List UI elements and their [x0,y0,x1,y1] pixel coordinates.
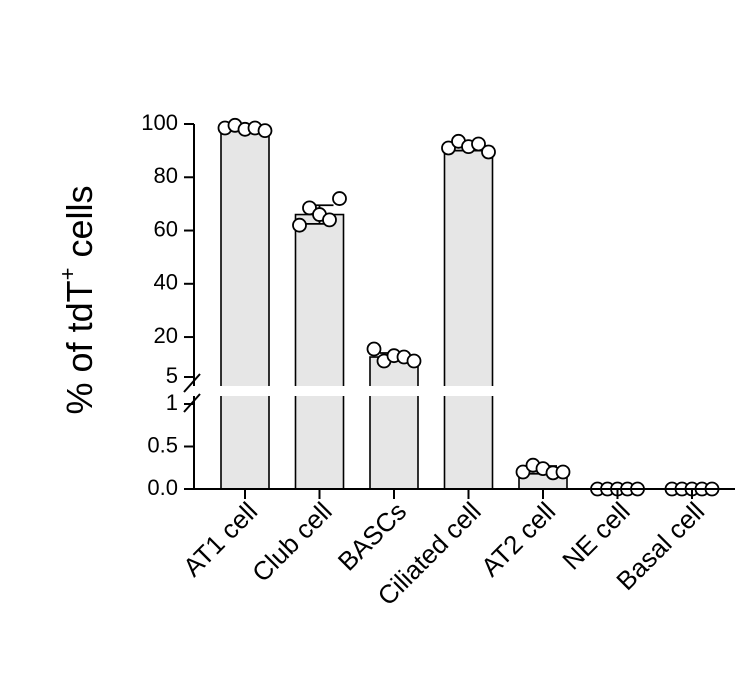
y-tick-label: 0.5 [147,432,178,457]
category-label: Club cell [246,496,338,588]
data-point [302,200,317,216]
y-tick-label: 0.0 [147,475,178,500]
data-point [292,217,307,233]
data-point [471,136,486,152]
bar [369,356,419,490]
y-tick-label: 60 [154,216,178,241]
data-point [555,464,571,480]
y-ticks-layer: 100 80 60 40 20 51 0.5 0.0 [141,110,194,500]
y-axis-label: % of tdT+ cells [55,186,100,415]
y-axis-label-suffix: cells [59,186,100,268]
axis-break-gap [182,386,735,396]
data-point [441,140,456,156]
data-point [515,464,531,480]
data-point [257,123,273,139]
axis-break-band [182,386,735,396]
bars-layer [220,127,568,490]
y-tick-label: 100 [141,110,178,135]
data-point [481,144,496,160]
data-point [366,341,382,357]
data-point [332,191,347,206]
data-point [406,353,422,369]
category-label: AT2 cell [475,496,561,582]
data-point [322,212,337,228]
y-tick-label: 40 [154,270,178,295]
bar [294,213,345,490]
y-tick-label: 5 [166,363,178,388]
axis-break-mark [183,373,201,393]
bar [220,127,270,490]
y-axis-label-main: % of tdT [59,280,100,414]
y-tick-label: 80 [154,163,178,188]
y-tick-label: 1 [166,390,178,415]
bar [443,145,494,490]
y-axis-label-superscript: + [55,268,80,281]
axes-layer [183,124,735,490]
y-tick-label: 20 [154,323,178,348]
